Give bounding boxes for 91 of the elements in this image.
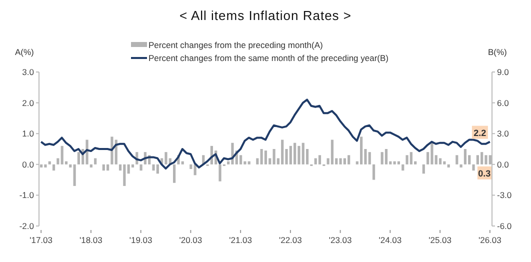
bar xyxy=(410,152,412,164)
bar xyxy=(397,161,400,164)
y-tick-label: 2.0 xyxy=(22,98,34,108)
bar xyxy=(368,152,371,164)
bar xyxy=(302,142,304,164)
bar xyxy=(272,149,276,164)
legend-label: Percent changes from the preceding month(A) xyxy=(148,38,323,50)
y-tick-label: 3.0 xyxy=(22,67,34,78)
x-tick-label: '17.03 xyxy=(30,235,53,245)
y-tick-label: -1.0 xyxy=(19,190,34,200)
y2-tick-label: 3.0 xyxy=(497,128,510,139)
bar xyxy=(348,155,350,164)
y-tick-label: 0.0 xyxy=(22,159,34,170)
bar xyxy=(422,164,425,174)
x-tick-label: '20.03 xyxy=(179,235,202,245)
x-tick-label: '19.03 xyxy=(129,235,153,245)
bar xyxy=(343,158,346,164)
y2-axis-title: B(%) xyxy=(488,47,507,57)
line-series xyxy=(40,98,491,170)
bar xyxy=(218,164,222,182)
legend-label: Percent changes from the same month of the preceding year(B) xyxy=(148,52,389,64)
bar xyxy=(56,158,60,164)
bar xyxy=(484,155,488,164)
bar xyxy=(384,149,388,164)
bar xyxy=(330,140,334,164)
bar xyxy=(318,155,322,164)
bar xyxy=(90,164,92,168)
bar xyxy=(380,152,384,164)
bar xyxy=(164,152,168,164)
bar xyxy=(52,164,56,171)
bar xyxy=(44,164,47,168)
bar xyxy=(123,164,126,186)
x-tick-label: '22.03 xyxy=(278,235,302,245)
x-tick-label: '25.03 xyxy=(428,235,452,245)
bar xyxy=(77,152,80,164)
bar xyxy=(60,146,64,164)
bar xyxy=(460,164,462,168)
bar xyxy=(480,152,484,164)
y2-tick-label: 6.0 xyxy=(497,98,510,108)
bar xyxy=(438,158,442,164)
bar xyxy=(172,164,176,183)
y2-tick-label: -3.0 xyxy=(497,190,512,200)
y-tick-label: 1.0 xyxy=(22,128,34,139)
bar xyxy=(402,164,404,171)
y2-tick-label: 9.0 xyxy=(497,67,510,78)
bar xyxy=(472,164,475,171)
bar xyxy=(190,164,192,170)
data-label: 0.3 xyxy=(478,168,491,178)
bar xyxy=(476,155,479,164)
bar xyxy=(360,136,363,164)
bar xyxy=(48,161,51,164)
bar xyxy=(156,164,159,174)
y2-tick-label: 0.0 xyxy=(497,159,510,170)
y-tick-label: -2.0 xyxy=(19,221,34,232)
bar xyxy=(447,164,450,168)
bar xyxy=(94,158,97,164)
bar xyxy=(339,158,342,164)
x-tick-label: '24.03 xyxy=(378,235,402,245)
x-tick-label: '21.03 xyxy=(229,235,252,245)
x-tick-label: '18.03 xyxy=(79,235,103,245)
bar xyxy=(86,140,88,164)
bar xyxy=(73,164,76,186)
y-axis-title: A(%) xyxy=(15,47,34,57)
bar xyxy=(127,164,130,174)
x-tick-label: '23.03 xyxy=(328,235,352,245)
bar xyxy=(464,149,467,164)
data-label: 2.2 xyxy=(474,128,486,138)
y2-tick-label: -6.0 xyxy=(497,221,512,232)
bar xyxy=(406,155,408,164)
bar xyxy=(289,146,292,164)
bar xyxy=(443,161,446,164)
x-tick-label: '26.03 xyxy=(478,235,502,245)
bar xyxy=(102,164,105,171)
bar xyxy=(140,164,142,171)
bar xyxy=(372,164,376,180)
bar xyxy=(181,161,184,164)
bar xyxy=(281,140,284,164)
bar xyxy=(110,136,114,164)
bar xyxy=(260,149,263,164)
bar xyxy=(248,161,250,164)
bar xyxy=(152,164,155,171)
bar xyxy=(314,158,317,164)
bar xyxy=(256,158,259,164)
chart-title: < All items Inflation Rates > xyxy=(178,8,353,23)
bar xyxy=(456,155,458,164)
bar xyxy=(294,142,296,164)
bar xyxy=(393,161,396,164)
bar xyxy=(106,164,110,171)
bar xyxy=(430,142,434,164)
bar xyxy=(298,146,300,164)
bar xyxy=(264,150,268,164)
